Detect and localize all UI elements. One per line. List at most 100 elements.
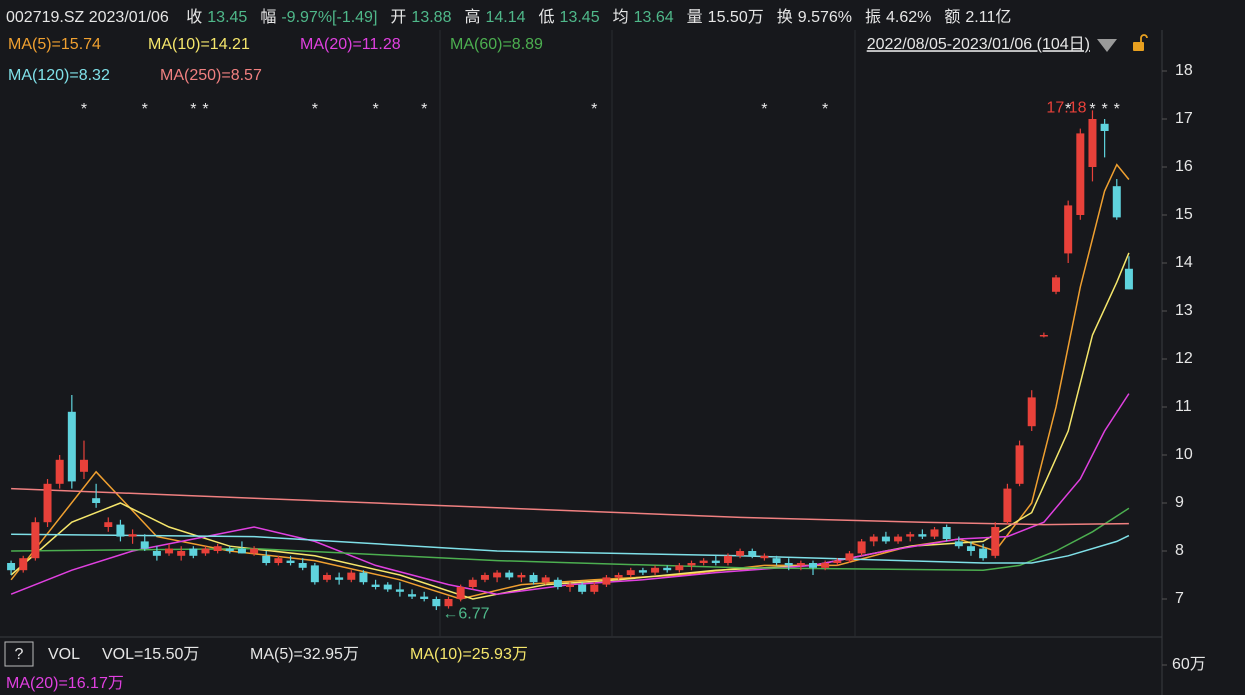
candle-body [1003,488,1012,523]
candle-body [1015,445,1024,484]
date-range[interactable]: 2022/08/05-2023/01/06 (104日) [867,36,1090,53]
star-marker: * [190,101,196,118]
help-icon[interactable]: ? [15,646,24,663]
candle-body [213,546,222,551]
y-tick-label: 9 [1175,494,1184,511]
candle-body [7,563,16,571]
y-tick-label: 15 [1175,206,1193,223]
candle-body [420,596,429,599]
header-label: 量 [686,9,703,26]
candle-body [626,570,635,575]
candle-body [177,551,186,556]
header-label: 高 [464,9,481,26]
vol-label: VOL=15.50万 [102,646,199,663]
header-value: 15.50万 [707,9,764,26]
candle-body [55,459,64,484]
star-marker: * [372,101,378,118]
candle-body [566,584,574,587]
candle-body [116,524,125,537]
legend-entry: MA(20)=11.28 [300,36,401,53]
header-label: 收 [186,9,203,26]
header-value: 13.45 [559,9,600,26]
candle-body [383,584,392,590]
candle-body [638,570,647,573]
star-marker: * [81,101,87,118]
candle-body [79,459,88,472]
candle-body [408,594,417,597]
header-value: 13.88 [411,9,452,26]
star-marker: * [591,101,597,118]
candle-body [942,527,951,539]
header-label: 均 [612,9,629,26]
candle-body [395,589,404,592]
y-tick-label: 18 [1175,62,1193,79]
vol-label: MA(5)=32.95万 [250,646,359,663]
ma-line [11,507,1130,571]
candle-body [663,567,672,571]
candle-body [553,579,562,587]
legend-entry: MA(60)=8.89 [450,36,543,53]
star-marker: * [1102,101,1108,118]
candle-body [274,558,283,563]
candle-body [796,563,805,566]
candle-body [165,548,174,554]
candle-body [347,572,356,580]
candle-body [699,560,708,563]
y-tick-label: 17 [1175,110,1193,127]
candle-body [821,563,830,568]
header-label: 幅 [260,9,277,26]
ma-line [11,487,1129,526]
vol-label: MA(20)=16.17万 [6,675,124,692]
y-tick-label: 14 [1175,254,1193,271]
y-tick-label: 8 [1175,542,1184,559]
candle-body [590,584,599,592]
legend-entry: MA(250)=8.57 [160,67,262,84]
candle-body [979,548,988,559]
candle-body [614,575,623,578]
header-value: 4.62% [886,9,932,26]
candle-body [493,572,502,578]
star-marker: * [142,101,148,118]
lock-icon[interactable] [1133,42,1144,51]
candle-body [225,548,234,551]
dropdown-icon[interactable] [1097,39,1117,52]
candle-body [529,575,538,583]
candle-body [322,575,331,580]
header-value: 9.576% [797,9,852,26]
candle-body [1088,119,1097,167]
vol-title: VOL [48,646,80,663]
candle-body [833,560,842,563]
candle-body [760,555,769,559]
candle-body [359,572,368,583]
candle-body [991,527,1000,556]
candle-body [444,599,453,607]
ma-line [10,163,1130,600]
candle-body [92,498,101,503]
help-box[interactable] [4,641,34,667]
candle-body [1112,186,1121,218]
candle-body [286,560,295,563]
star-marker: * [421,101,427,118]
candle-body [966,546,975,551]
candle-body [675,565,684,571]
candle-body [505,572,514,578]
vol-tick-label: 60万 [1172,656,1206,673]
candle-body [954,541,963,547]
candle-body [517,575,526,578]
candle-body [43,483,52,523]
candle-body [456,587,465,599]
lock-icon-shackle [1140,34,1148,42]
candle-body [1064,205,1073,254]
candle-body [736,551,745,556]
candle-body [262,555,271,563]
candle-body [128,534,137,537]
candle-body [1052,277,1061,292]
candle-body [250,548,259,554]
candle-body [809,563,818,568]
candle-body [894,536,903,542]
candle-body [723,555,732,563]
header-value: 14.14 [485,9,526,26]
ma-line [10,252,1130,600]
candle-body [1027,397,1036,427]
